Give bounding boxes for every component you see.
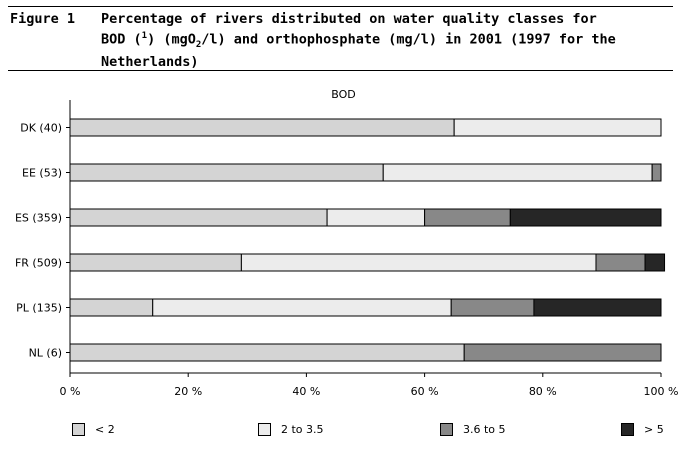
bar-segment (240, 253, 597, 272)
bar-segment (463, 343, 662, 362)
title-seg-b: ) (mgO (147, 31, 196, 48)
category-label: FR (509) (15, 257, 62, 270)
figure-title-line-2: BOD (1) (mgO2/l) and orthophosphate (mg/… (101, 28, 671, 54)
bar-segment (453, 118, 662, 137)
legend-swatch (440, 422, 453, 436)
bar-segment (69, 118, 455, 137)
figure-label: Figure 1 (10, 11, 76, 27)
x-tick-label: 60 % (411, 385, 439, 398)
bar-segment (69, 343, 465, 362)
legend-item: 3.6 to 5 (440, 420, 506, 438)
category-label: NL (6) (29, 347, 62, 360)
legend-swatch (258, 422, 271, 436)
legend-label: > 5 (644, 422, 664, 436)
bar-segment (450, 298, 535, 317)
x-tick-label: 100 % (644, 385, 679, 398)
figure-title-line-1: Percentage of rivers distributed on wate… (101, 11, 597, 27)
chart-title: BOD (331, 88, 355, 101)
legend-label: 3.6 to 5 (463, 422, 506, 436)
category-label: DK (40) (20, 122, 62, 135)
x-tick-label: 80 % (529, 385, 557, 398)
bar-segment (595, 253, 646, 272)
legend-label: 2 to 3.5 (281, 422, 324, 436)
category-label: PL (135) (16, 302, 62, 315)
bar-segment (424, 208, 511, 227)
bar-segment (509, 208, 662, 227)
bar-segment (69, 208, 328, 227)
category-label: EE (53) (22, 167, 62, 180)
header-rule (8, 70, 673, 71)
bar-segment (651, 163, 662, 182)
bar-segment (644, 253, 666, 272)
bod-stacked-bar-chart: BOD DK (40) EE (53) ES (359) FR (509) PL (135… (15, 88, 679, 398)
bar-segment (382, 163, 653, 182)
title-seg-c: /l) and orthophosphate (mg/l) in 2001 (1… (201, 31, 616, 48)
x-tick-label: 40 % (292, 385, 320, 398)
figure-title-line-3: Netherlands) (101, 54, 199, 71)
legend-swatch (72, 422, 85, 436)
bar-segment (69, 253, 242, 272)
bar-segment (69, 298, 154, 317)
legend-swatch (621, 422, 634, 436)
legend-label: < 2 (95, 422, 115, 436)
top-rule (8, 6, 673, 7)
bar-segment (152, 298, 452, 317)
category-label: ES (359) (15, 212, 62, 225)
figure-title: Percentage of rivers distributed on wate… (101, 11, 671, 71)
legend-item: < 2 (72, 420, 115, 438)
footnote-ref: 1 (141, 31, 148, 41)
bar-segment (326, 208, 426, 227)
subscript-2: 2 (195, 40, 202, 51)
legend-item: > 5 (621, 420, 664, 438)
x-tick-label: 0 % (60, 385, 81, 398)
legend-item: 2 to 3.5 (258, 420, 324, 438)
title-seg-a: BOD ( (101, 31, 142, 48)
bar-segment (533, 298, 662, 317)
x-tick-label: 20 % (174, 385, 202, 398)
bar-segment (69, 163, 384, 182)
